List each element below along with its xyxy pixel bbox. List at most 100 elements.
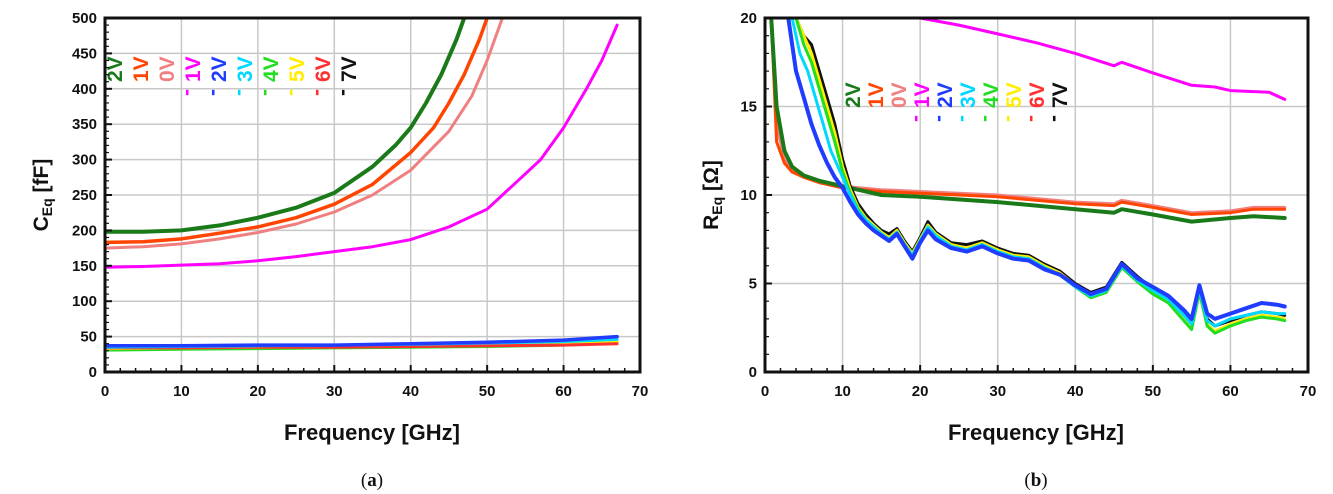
y-axis-title-a-main: C: [30, 216, 53, 231]
series-line: [918, 18, 1287, 101]
series-line: [769, 18, 1287, 216]
series-line: [105, 18, 489, 245]
ticks-a: 0 10 20 30 40 50 60 70 0 50 100 150 200 250 300 350 400 4…: [72, 10, 648, 400]
legend-sign: -: [253, 89, 276, 96]
series-line: [794, 18, 1287, 335]
y-tick-label: 0: [89, 364, 97, 381]
legend-label: 2V: [208, 56, 231, 82]
legend-label: 2V: [104, 56, 127, 82]
legend-sign: -: [201, 89, 224, 96]
x-tick-label: 0: [101, 383, 109, 400]
legend-label: 4V: [260, 56, 283, 82]
legend-label: 3V: [234, 56, 257, 82]
x-tick-label: 40: [402, 383, 419, 400]
legend-label: 5V: [1003, 82, 1026, 108]
y-tick-label: 450: [72, 45, 97, 62]
series-line: [105, 18, 467, 234]
legend-label: 1V: [865, 82, 888, 108]
series-line: [105, 334, 619, 348]
y-tick-label: 350: [72, 116, 97, 133]
x-axis-title-b: Frequency [GHz]: [948, 420, 1124, 445]
series-line: [105, 23, 619, 269]
y-tick-label: 10: [740, 187, 757, 204]
legend-label: 0V: [888, 82, 911, 108]
x-tick-label: 60: [1222, 383, 1239, 400]
y-tick-label: 50: [80, 329, 97, 346]
y-axis-title-b-main: R: [700, 215, 723, 230]
series-line: [794, 18, 1287, 328]
grid-a: [105, 18, 640, 372]
series-line: [105, 18, 504, 250]
x-tick-label: 20: [250, 383, 267, 400]
legend-sign: -: [904, 115, 927, 122]
x-tick-label: 20: [912, 383, 929, 400]
x-tick-label: 70: [632, 383, 649, 400]
chart-panel-a: 2V 1V 0V 1V-2V-3V-4V-5V-6V-7V- 0 10 20 30 40 50 6…: [30, 10, 648, 491]
legend-label: 3V: [957, 82, 980, 108]
y-axis-title-a-unit: [fF]: [30, 159, 53, 199]
x-tick-label: 70: [1300, 383, 1317, 400]
x-tick-label: 0: [761, 383, 769, 400]
x-tick-label: 30: [326, 383, 343, 400]
x-tick-label: 50: [1145, 383, 1162, 400]
y-tick-label: 150: [72, 258, 97, 275]
chart-panel-b: 2V 1V 0V 1V-2V-3V-4V-5V-6V-7V- 0 10 20 30 40 50 6…: [700, 10, 1316, 491]
y-tick-label: 400: [72, 81, 97, 98]
legend-a: 2V 1V 0V 1V-2V-3V-4V-5V-6V-7V-: [104, 56, 361, 96]
series-line: [786, 18, 1287, 321]
legend-b: 2V 1V 0V 1V-2V-3V-4V-5V-6V-7V-: [842, 82, 1072, 122]
y-tick-label: 15: [740, 99, 757, 116]
x-tick-label: 40: [1067, 383, 1084, 400]
x-tick-label: 10: [834, 383, 851, 400]
panel-caption-a-letter: a: [367, 470, 377, 491]
legend-sign: -: [331, 89, 354, 96]
legend-label: 6V: [1026, 82, 1049, 108]
legend-label: 1V: [130, 56, 153, 82]
legend-label: 7V: [1049, 82, 1072, 108]
legend-sign: -: [305, 89, 328, 96]
legend-sign: -: [175, 89, 198, 96]
legend-sign: -: [950, 115, 973, 122]
y-axis-title-b-unit: [Ω]: [700, 160, 723, 197]
legend-label: 4V: [980, 82, 1003, 108]
legend-label: 7V: [338, 56, 361, 82]
y-tick-label: 5: [749, 276, 757, 293]
legend-sign: -: [1042, 115, 1065, 122]
y-tick-label: 0: [749, 364, 757, 381]
y-tick-label: 250: [72, 187, 97, 204]
panel-caption-b: (b): [1024, 470, 1047, 491]
series-line: [794, 18, 1287, 333]
y-tick-label: 300: [72, 152, 97, 169]
y-tick-label: 100: [72, 293, 97, 310]
legend-label: 2V: [934, 82, 957, 108]
legend-label: 1V: [911, 82, 934, 108]
x-tick-label: 30: [989, 383, 1006, 400]
x-tick-label: 50: [479, 383, 496, 400]
y-axis-title-a: CEq [fF]: [30, 159, 55, 232]
series-group-a: [105, 18, 619, 352]
series-group-b: [769, 18, 1287, 335]
legend-sign: -: [279, 89, 302, 96]
legend-label: 2V: [842, 82, 865, 108]
legend-sign: -: [227, 89, 250, 96]
y-tick-label: 20: [740, 10, 757, 27]
y-axis-title-a-sub: Eq: [39, 198, 55, 216]
y-tick-label: 500: [72, 10, 97, 27]
legend-label: 0V: [156, 56, 179, 82]
y-axis-title-b-sub: Eq: [709, 197, 725, 215]
legend-sign: -: [996, 115, 1019, 122]
x-tick-label: 10: [173, 383, 190, 400]
panel-caption-b-letter: b: [1031, 470, 1042, 491]
x-axis-title-a: Frequency [GHz]: [284, 420, 460, 445]
legend-sign: -: [973, 115, 996, 122]
y-tick-label: 200: [72, 222, 97, 239]
x-tick-label: 60: [555, 383, 572, 400]
series-line: [790, 18, 1287, 328]
series-line: [769, 18, 1287, 224]
legend-sign: -: [927, 115, 950, 122]
panel-caption-a: (a): [361, 470, 383, 491]
legend-sign: -: [1019, 115, 1042, 122]
ticks-b: 0 10 20 30 40 50 60 70 0 5 10 15 20: [740, 10, 1316, 400]
legend-label: 5V: [286, 56, 309, 82]
